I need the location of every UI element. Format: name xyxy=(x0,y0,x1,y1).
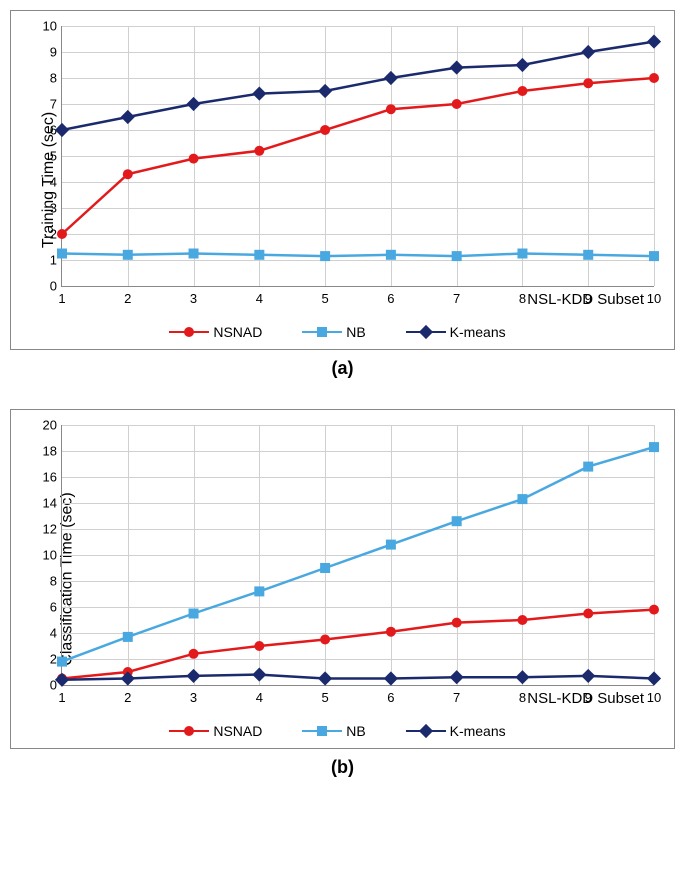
y-tick: 14 xyxy=(32,496,57,511)
x-tick: 1 xyxy=(58,690,65,705)
legend-label: NB xyxy=(346,723,365,739)
y-tick: 2 xyxy=(32,652,57,667)
chart-b-container: Classification Time (sec) NSL-KDD Subset… xyxy=(10,409,675,778)
x-tick: 3 xyxy=(190,291,197,306)
chart-a-box: Training Time (sec) NSL-KDD Subset 01234… xyxy=(10,10,675,350)
chart-a-container: Training Time (sec) NSL-KDD Subset 01234… xyxy=(10,10,675,379)
legend-label: K-means xyxy=(450,723,506,739)
y-tick: 4 xyxy=(32,175,57,190)
y-tick: 6 xyxy=(32,123,57,138)
legend-label: K-means xyxy=(450,324,506,340)
chart-b-sublabel: (b) xyxy=(10,757,675,778)
y-tick: 6 xyxy=(32,600,57,615)
legend-item-nsnad: NSNAD xyxy=(169,324,262,340)
chart-a-legend: NSNAD NB K-means xyxy=(21,312,654,344)
x-tick: 3 xyxy=(190,690,197,705)
x-tick: 2 xyxy=(124,291,131,306)
y-tick: 2 xyxy=(32,227,57,242)
legend-item-nb: NB xyxy=(302,723,365,739)
x-tick: 8 xyxy=(519,690,526,705)
legend-label: NB xyxy=(346,324,365,340)
chart-b-box: Classification Time (sec) NSL-KDD Subset… xyxy=(10,409,675,749)
x-tick: 10 xyxy=(647,690,661,705)
x-tick: 2 xyxy=(124,690,131,705)
legend-item-nb: NB xyxy=(302,324,365,340)
y-tick: 0 xyxy=(32,678,57,693)
y-tick: 8 xyxy=(32,71,57,86)
x-tick: 1 xyxy=(58,291,65,306)
x-tick: 4 xyxy=(256,291,263,306)
y-tick: 10 xyxy=(32,548,57,563)
x-tick: 6 xyxy=(387,690,394,705)
x-tick: 5 xyxy=(321,291,328,306)
x-tick: 7 xyxy=(453,690,460,705)
x-tick: 7 xyxy=(453,291,460,306)
y-tick: 12 xyxy=(32,522,57,537)
y-tick: 3 xyxy=(32,201,57,216)
chart-b-legend: NSNAD NB K-means xyxy=(21,711,654,743)
chart-a-sublabel: (a) xyxy=(10,358,675,379)
legend-item-kmeans: K-means xyxy=(406,324,506,340)
chart-a-plot: NSL-KDD Subset 01234567891012345678910 xyxy=(61,26,654,287)
y-tick: 10 xyxy=(32,19,57,34)
y-tick: 0 xyxy=(32,279,57,294)
y-tick: 18 xyxy=(32,444,57,459)
legend-label: NSNAD xyxy=(213,324,262,340)
chart-b-plot: NSL-KDD Subset 0246810121416182012345678… xyxy=(61,425,654,686)
x-tick: 6 xyxy=(387,291,394,306)
y-tick: 4 xyxy=(32,626,57,641)
y-tick: 9 xyxy=(32,45,57,60)
x-tick: 9 xyxy=(585,291,592,306)
y-tick: 16 xyxy=(32,470,57,485)
x-tick: 9 xyxy=(585,690,592,705)
x-tick: 10 xyxy=(647,291,661,306)
y-tick: 5 xyxy=(32,149,57,164)
legend-item-kmeans: K-means xyxy=(406,723,506,739)
x-tick: 4 xyxy=(256,690,263,705)
y-tick: 20 xyxy=(32,418,57,433)
x-tick: 5 xyxy=(321,690,328,705)
y-tick: 7 xyxy=(32,97,57,112)
legend-item-nsnad: NSNAD xyxy=(169,723,262,739)
x-tick: 8 xyxy=(519,291,526,306)
y-tick: 8 xyxy=(32,574,57,589)
y-tick: 1 xyxy=(32,253,57,268)
legend-label: NSNAD xyxy=(213,723,262,739)
